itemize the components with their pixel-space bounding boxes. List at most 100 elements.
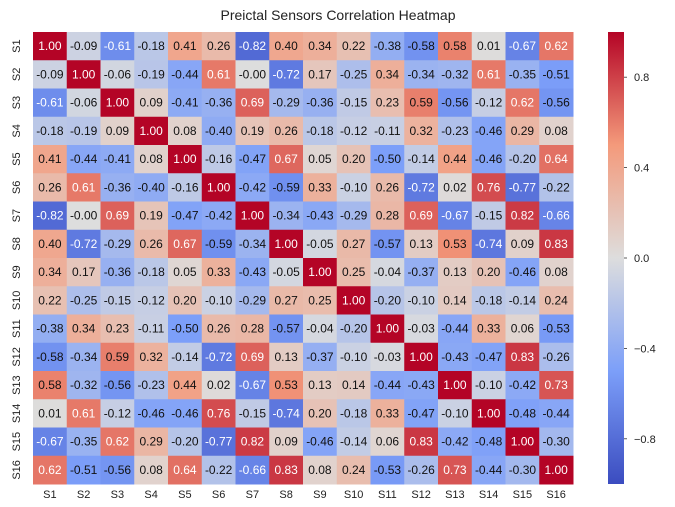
cell-value-label: -0.36 — [205, 96, 233, 110]
heatmap-cell — [370, 173, 405, 202]
heatmap-cell — [269, 60, 304, 89]
x-tick-label: S3 — [111, 489, 124, 501]
heatmap-cell — [168, 88, 203, 118]
heatmap-cell — [134, 399, 169, 428]
heatmap-cell — [66, 371, 101, 400]
heatmap-cell — [303, 32, 338, 61]
heatmap-cell — [134, 32, 169, 61]
cell-value-label: 0.69 — [409, 209, 433, 223]
cell-value-label: 0.26 — [38, 180, 62, 194]
heatmap-cell — [235, 145, 270, 174]
cell-value-label: 0.53 — [443, 237, 467, 251]
cell-value-label: -0.11 — [374, 124, 401, 138]
cell-value-label: -0.74 — [475, 237, 503, 251]
heatmap-cell — [370, 342, 405, 372]
heatmap-cell — [201, 427, 236, 457]
heatmap-cell — [336, 314, 371, 344]
cell-value-label: 0.26 — [207, 322, 231, 336]
heatmap-cell — [33, 399, 68, 428]
cell-value-label: 0.34 — [72, 322, 96, 336]
cell-value-label: -0.26 — [542, 350, 570, 364]
heatmap-cell — [539, 32, 574, 61]
cell-value-label: 0.40 — [274, 39, 298, 53]
heatmap-cell — [404, 60, 439, 89]
cell-value-label: -0.36 — [104, 180, 132, 194]
y-tick-label: S7 — [11, 209, 23, 222]
heatmap-cell — [438, 371, 473, 400]
heatmap-cell — [539, 116, 574, 146]
cell-value-label: 0.09 — [274, 435, 298, 449]
heatmap-cell — [168, 399, 203, 428]
heatmap-cell — [438, 455, 473, 485]
cell-value-label: -0.03 — [374, 350, 402, 364]
cell-value-label: -0.72 — [70, 237, 98, 251]
heatmap-cell — [539, 455, 574, 485]
cell-value-label: -0.44 — [542, 406, 570, 420]
cell-value-label: 1.00 — [241, 209, 265, 223]
cell-value-label: -0.23 — [137, 378, 165, 392]
heatmap-cell — [235, 455, 270, 485]
x-tick-label: S4 — [144, 489, 157, 501]
heatmap-cell — [370, 314, 405, 344]
cell-value-label: -0.38 — [36, 322, 64, 336]
heatmap-cell — [134, 286, 169, 315]
cell-value-label: 0.28 — [241, 322, 265, 336]
heatmap-cell — [438, 314, 473, 344]
cell-value-label: -0.43 — [441, 350, 469, 364]
cell-value-label: 0.14 — [443, 293, 467, 307]
cell-value-label: -0.16 — [205, 152, 233, 166]
heatmap-cell — [336, 145, 371, 174]
cell-value-label: -0.50 — [171, 322, 199, 336]
heatmap-cell — [33, 145, 68, 174]
cell-value-label: 0.76 — [207, 406, 231, 420]
heatmap-cell — [269, 229, 304, 259]
cell-value-label: 0.09 — [139, 96, 163, 110]
heatmap-cell — [66, 145, 101, 174]
cell-value-label: -0.67 — [239, 378, 267, 392]
heatmap-cell — [404, 201, 439, 231]
heatmap-cell — [235, 371, 270, 400]
cell-value-label: 0.26 — [274, 124, 298, 138]
heatmap-cell — [539, 286, 574, 315]
heatmap-cell — [235, 88, 270, 118]
cell-value-label: -0.18 — [137, 265, 165, 279]
heatmap-cell — [505, 314, 540, 344]
heatmap-cell — [505, 427, 540, 457]
cell-value-label: -0.48 — [509, 406, 537, 420]
heatmap-cell — [66, 455, 101, 485]
heatmap-cell — [336, 399, 371, 428]
cell-value-label: -0.61 — [36, 96, 64, 110]
cell-value-label: -0.47 — [239, 152, 267, 166]
cell-value-label: 1.00 — [139, 124, 163, 138]
heatmap-cell — [438, 399, 473, 428]
cell-value-label: -0.46 — [306, 435, 334, 449]
x-tick-label: S6 — [212, 489, 225, 501]
cell-value-label: -0.34 — [407, 67, 435, 81]
cell-value-label: -0.42 — [205, 209, 233, 223]
heatmap-cell — [235, 258, 270, 287]
heatmap-cell — [438, 145, 473, 174]
heatmap-cell — [471, 201, 506, 231]
heatmap-cell — [438, 286, 473, 315]
cell-value-label: -0.05 — [272, 265, 300, 279]
cell-value-label: -0.23 — [441, 124, 469, 138]
heatmap-cell — [471, 371, 506, 400]
heatmap-cell — [235, 342, 270, 372]
heatmap-cell — [303, 427, 338, 457]
cell-value-label: -0.67 — [509, 39, 537, 53]
heatmap-cell — [539, 371, 574, 400]
heatmap-cell — [505, 145, 540, 174]
heatmap-cell — [33, 116, 68, 146]
y-tick-label: S8 — [11, 237, 23, 250]
heatmap-cell — [505, 201, 540, 231]
heatmap-cell — [100, 60, 135, 89]
heatmap-cell — [303, 116, 338, 146]
cell-value-label: -0.44 — [374, 378, 402, 392]
heatmap-cell — [303, 173, 338, 202]
cell-value-label: 0.73 — [443, 463, 467, 477]
cell-value-label: 0.06 — [511, 322, 535, 336]
heatmap-cell — [201, 173, 236, 202]
x-tick-label: S14 — [479, 489, 499, 501]
heatmap-cell — [66, 32, 101, 61]
